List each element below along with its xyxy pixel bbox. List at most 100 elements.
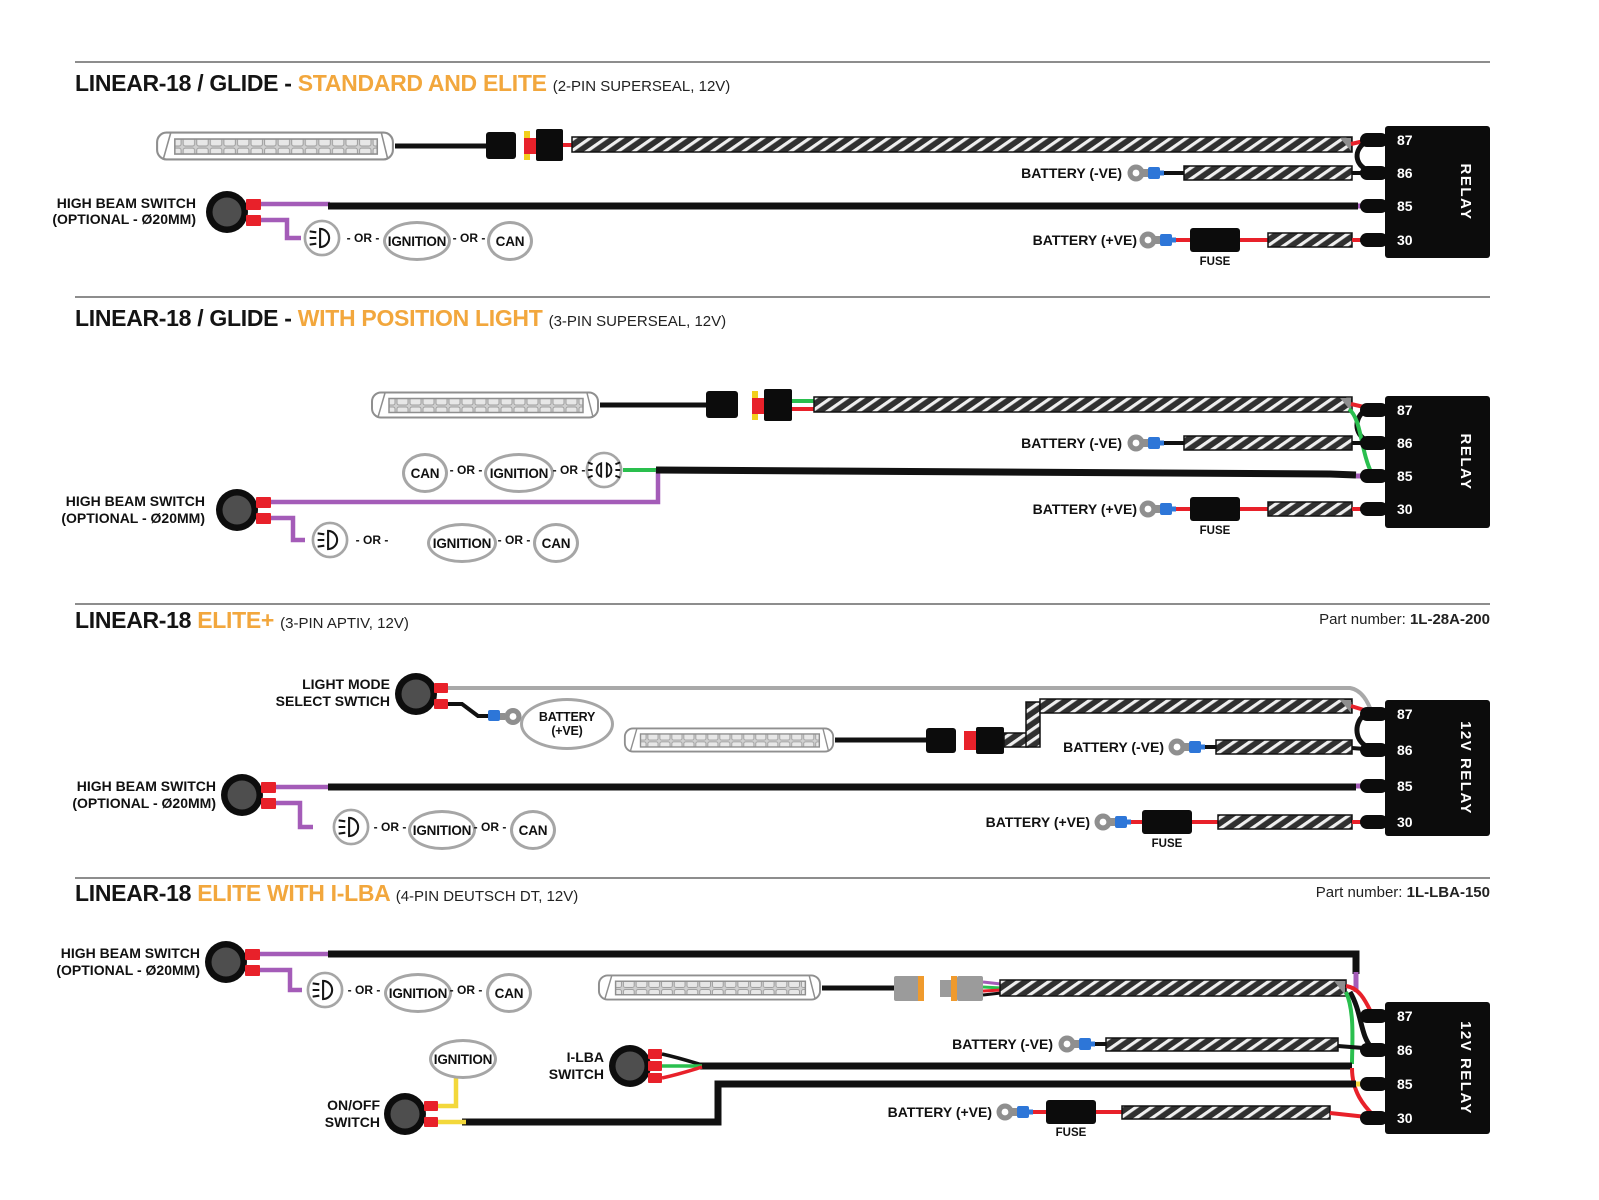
or-label: - OR -: [449, 463, 483, 477]
battery-positive-terminal: [1139, 497, 1376, 521]
title-spec: (4-PIN DEUTSCH DT, 12V): [395, 888, 579, 905]
relay-pin-86: 86: [1397, 435, 1413, 451]
aptiv-connector: [964, 727, 1004, 754]
section-4-title: LINEAR-18 ELITE WITH I-LBA (4-PIN DEUTSC…: [75, 880, 578, 907]
light-mode-switch-sublabel: SELECT SWTICH: [275, 693, 390, 709]
ilba-switch-sublabel: SWITCH: [548, 1066, 604, 1082]
section-divider: [75, 296, 1490, 298]
relay-pin-87: 87: [1397, 132, 1413, 148]
can-option: CAN: [487, 221, 533, 261]
title-spec: (3-PIN APTIV, 12V): [280, 615, 409, 632]
ignition-option: IGNITION: [383, 221, 451, 261]
high-beam-switch: [206, 191, 261, 233]
battery-positive-terminal: [1139, 228, 1376, 252]
battery-negative-label: BATTERY (-VE): [1063, 739, 1164, 755]
fuse-label: FUSE: [1199, 256, 1231, 268]
battery-positive-label: BATTERY (+VE): [1032, 232, 1137, 248]
title-highlight: ELITE WITH I-LBA: [197, 880, 390, 906]
battery-negative-terminal: [1168, 738, 1377, 756]
high-beam-switch-sublabel: (OPTIONAL - Ø20MM): [61, 510, 205, 526]
high-beam-switch: [205, 941, 260, 983]
high-beam-switch-label: HIGH BEAM SWITCH: [76, 778, 216, 794]
wiring-harness-cable: [813, 396, 1353, 413]
low-beam-icon: [306, 971, 344, 1009]
ignition-option: IGNITION: [484, 453, 554, 493]
relay-pin-86: 86: [1397, 1042, 1413, 1058]
ilba-switch-label: I-LBA: [566, 1049, 604, 1065]
relay-pin-85: 85: [1397, 778, 1413, 794]
ignition-option-single: IGNITION: [429, 1039, 497, 1079]
or-label: - OR -: [473, 820, 507, 834]
battery-oval-line2: (+VE): [551, 724, 583, 738]
battery-negative-terminal: [1127, 164, 1376, 182]
battery-positive-ring: [488, 708, 522, 725]
relay-name: 12V RELAY: [1457, 721, 1474, 815]
battery-positive-terminal: [996, 1100, 1377, 1124]
title-highlight: WITH POSITION LIGHT: [297, 305, 543, 331]
diagram-3: [221, 673, 1388, 846]
led-lightbar: [371, 391, 599, 419]
part-number: Part number: 1L-LBA-150: [1190, 884, 1490, 901]
high-beam-switch: [216, 489, 271, 531]
title-prefix: LINEAR-18 / GLIDE -: [75, 70, 298, 96]
can-option: CAN: [486, 973, 532, 1013]
battery-oval-line1: BATTERY: [538, 710, 596, 724]
relay-pin-86: 86: [1397, 742, 1413, 758]
fuse: [1190, 497, 1240, 521]
relay: 87 86 85 30 RELAY: [1385, 396, 1490, 528]
high-beam-switch-label: HIGH BEAM SWITCH: [65, 493, 205, 509]
title-prefix: LINEAR-18: [75, 880, 198, 906]
ignition-option: IGNITION: [427, 523, 497, 563]
relay-pin-86: 86: [1397, 165, 1413, 181]
battery-positive-oval: BATTERY (+VE): [520, 698, 614, 750]
part-number-label: Part number:: [1319, 611, 1410, 628]
diagram-4: [205, 941, 1388, 1135]
or-label: - OR -: [347, 983, 381, 997]
superseal-connector: [752, 389, 814, 421]
led-lightbar: [597, 974, 822, 1001]
relay-pin-30: 30: [1397, 1110, 1413, 1126]
relay-pin-30: 30: [1397, 232, 1413, 248]
light-mode-select-switch: [395, 673, 448, 715]
can-option: CAN: [510, 810, 556, 850]
section-1-title: LINEAR-18 / GLIDE - STANDARD AND ELITE (…: [75, 70, 730, 97]
part-number-value: 1L-28A-200: [1409, 611, 1490, 628]
ignition-option: IGNITION: [408, 810, 476, 850]
battery-positive-terminal: [1094, 810, 1376, 834]
high-beam-switch: [221, 774, 276, 816]
battery-negative-label: BATTERY (-VE): [1021, 165, 1122, 181]
superseal-connector: [524, 129, 573, 161]
low-beam-icon: [303, 219, 341, 257]
part-number: Part number: 1L-28A-200: [1190, 611, 1490, 628]
led-lightbar: [623, 727, 835, 753]
inline-connector: [486, 132, 516, 159]
deutsch-dt-connector: [894, 976, 983, 1001]
relay-pin-30: 30: [1397, 814, 1413, 830]
light-mode-switch-label: LIGHT MODE: [302, 676, 390, 692]
relay-pin-85: 85: [1397, 198, 1413, 214]
relay: 87 86 85 30 12V RELAY: [1385, 700, 1490, 836]
fuse-label: FUSE: [1151, 838, 1183, 850]
battery-negative-label: BATTERY (-VE): [952, 1036, 1053, 1052]
inline-connector: [706, 391, 738, 418]
fuse: [1046, 1100, 1096, 1124]
section-3-title: LINEAR-18 ELITE+ (3-PIN APTIV, 12V): [75, 607, 409, 634]
battery-negative-terminal: [1058, 1035, 1377, 1053]
led-lightbar: [156, 131, 394, 161]
relay-name: 12V RELAY: [1457, 1021, 1474, 1115]
high-beam-switch-sublabel: (OPTIONAL - Ø20MM): [52, 211, 196, 227]
or-label: - OR -: [355, 533, 389, 547]
on-off-switch: [384, 1093, 438, 1135]
can-option: CAN: [402, 453, 448, 493]
inline-connector: [926, 728, 956, 753]
or-label: - OR -: [346, 231, 380, 245]
section-divider: [75, 877, 1490, 879]
battery-positive-label: BATTERY (+VE): [887, 1104, 992, 1120]
onoff-switch-label: ON/OFF: [327, 1097, 380, 1113]
wiring-harness-cable: [571, 136, 1353, 153]
relay-pin-87: 87: [1397, 402, 1413, 418]
relay-name: RELAY: [1457, 433, 1474, 491]
section-divider: [75, 603, 1490, 605]
